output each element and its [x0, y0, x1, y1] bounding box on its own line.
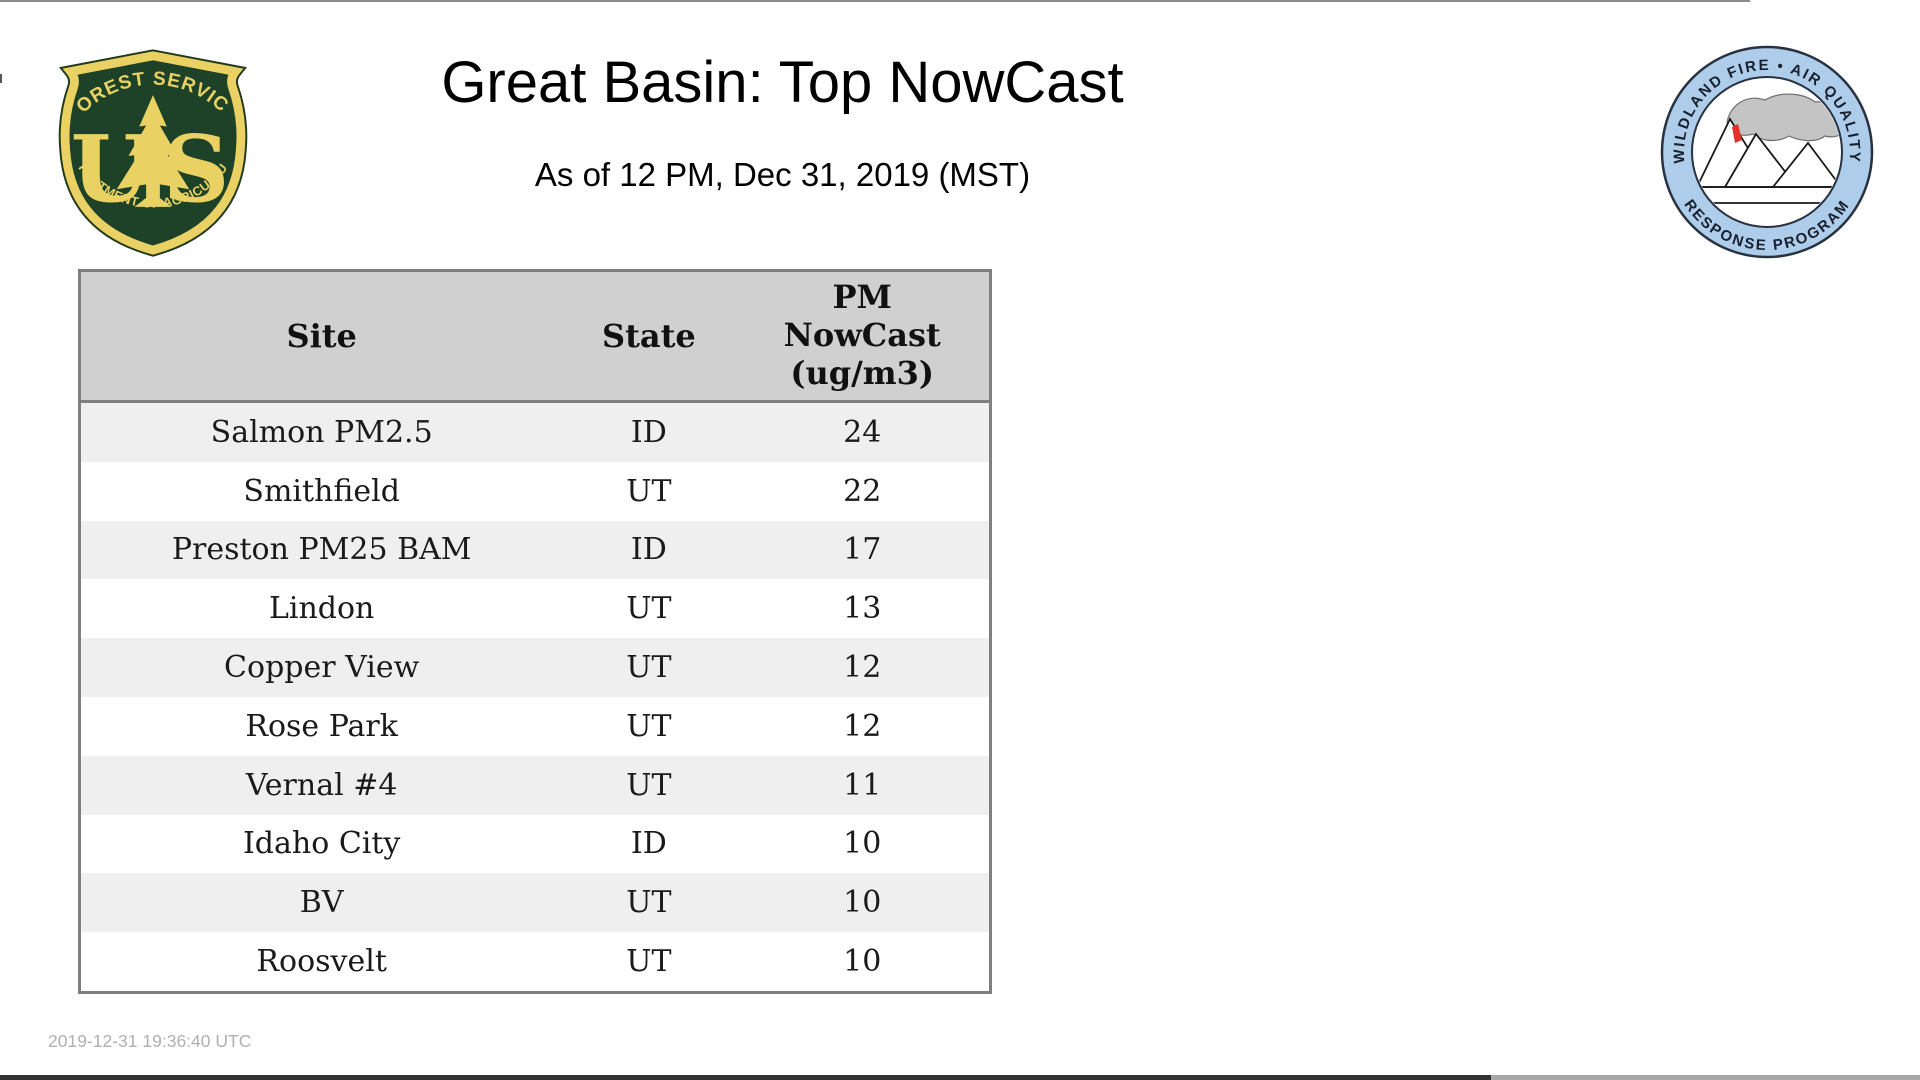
value-cell: 12 — [843, 708, 882, 744]
site-cell: Idaho City — [242, 826, 401, 862]
state-cell: UT — [626, 767, 672, 803]
table-row: Preston PM25 BAM ID 17 — [79, 520, 991, 580]
page-subtitle: As of 12 PM, Dec 31, 2019 (MST) — [534, 156, 1031, 193]
value-cell: 24 — [843, 414, 882, 450]
fs-pine-tree-icon — [116, 95, 190, 207]
usfs-shield-logo: FOREST SERVICE U S DEPARTMENT OF AGRICUL… — [50, 44, 248, 257]
state-cell: ID — [630, 826, 667, 862]
value-cell: 17 — [843, 532, 882, 568]
screen-bottom-edge-light — [1491, 1075, 1920, 1080]
value-cell: 13 — [843, 591, 882, 627]
table-row: Roosvelt UT 10 — [79, 932, 991, 993]
screen-left-edge-artifact — [0, 74, 2, 83]
value-cell: 11 — [843, 767, 882, 803]
pm-header-line2: NowCast — [783, 316, 941, 355]
value-cell: 10 — [843, 944, 882, 980]
table-row: Smithfield UT 22 — [79, 461, 991, 521]
table-row: Copper View UT 12 — [79, 638, 991, 697]
site-cell: Salmon PM2.5 — [210, 414, 433, 450]
table-row: Salmon PM2.5 ID 24 — [79, 401, 991, 462]
site-cell: BV — [299, 885, 344, 921]
site-cell: Lindon — [268, 591, 375, 627]
site-cell: Copper View — [224, 650, 420, 686]
state-cell: UT — [626, 591, 672, 627]
site-cell: Smithfield — [243, 473, 400, 509]
state-cell: UT — [626, 944, 672, 980]
value-cell: 12 — [843, 650, 882, 686]
site-cell: Preston PM25 BAM — [171, 532, 472, 568]
table-row: Lindon UT 13 — [79, 579, 991, 639]
nowcast-table: Site State PM NowCast (ug/m3) Salmon PM2… — [78, 269, 992, 994]
state-cell: UT — [626, 473, 672, 509]
wfaqrp-badge-logo: WILDLAND FIRE • AIR QUALITY RESPONSE PRO… — [1660, 45, 1874, 259]
value-cell: 10 — [843, 885, 882, 921]
column-header-state: State — [562, 270, 736, 403]
state-cell: UT — [626, 708, 672, 744]
header-row: Site State PM NowCast (ug/m3) — [79, 270, 991, 403]
fire-mark-icon — [1732, 124, 1742, 143]
state-cell: UT — [626, 650, 672, 686]
column-header-pm-nowcast: PM NowCast (ug/m3) — [735, 270, 991, 403]
table-header: Site State PM NowCast (ug/m3) — [79, 270, 991, 403]
screen-bottom-edge-dark — [0, 1075, 1491, 1080]
table-body: Salmon PM2.5 ID 24 Smithfield UT 22 Pres… — [79, 401, 991, 993]
screen-top-edge-line — [0, 0, 1750, 2]
value-cell: 10 — [843, 826, 882, 862]
table-row: Idaho City ID 10 — [79, 814, 991, 874]
site-cell: Vernal #4 — [245, 767, 398, 803]
site-cell: Rose Park — [245, 708, 398, 744]
generation-timestamp: 2019-12-31 19:36:40 UTC — [48, 1031, 252, 1051]
table-row: Vernal #4 UT 11 — [79, 755, 991, 815]
state-cell: UT — [626, 885, 672, 921]
pm-header-line1: PM — [832, 278, 892, 317]
column-header-site: Site — [79, 270, 563, 403]
state-cell: ID — [630, 414, 667, 450]
value-cell: 22 — [843, 473, 882, 509]
pm-header-line3: (ug/m3) — [790, 353, 935, 392]
site-cell: Roosvelt — [256, 944, 387, 980]
table-row: Rose Park UT 12 — [79, 696, 991, 756]
state-cell: ID — [630, 532, 667, 568]
page-title: Great Basin: Top NowCast — [441, 50, 1124, 115]
table-row: BV UT 10 — [79, 873, 991, 933]
